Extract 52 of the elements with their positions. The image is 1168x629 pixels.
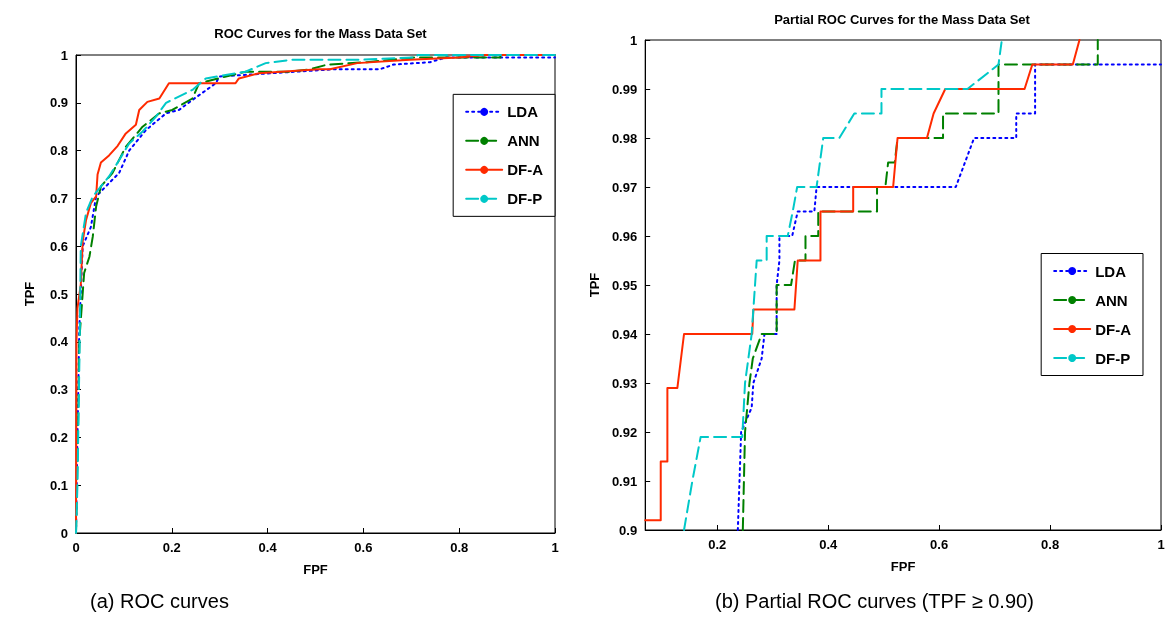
y-tick-label: 0.1: [49, 477, 68, 493]
y-tick-label: 0.95: [611, 277, 638, 293]
text: (b) Partial ROC curves (TPF ≥ 0.90): [715, 590, 1034, 612]
y-tick-label: 0.3: [49, 382, 68, 398]
y-tick-label: 0: [60, 525, 68, 541]
legend-label: DF-P: [507, 190, 543, 208]
y-tick-label: 0.93: [611, 375, 638, 391]
line-series: [644, 39, 1081, 522]
legend-label: DF-A: [1095, 320, 1132, 338]
line-series: [683, 39, 1003, 531]
y-tick-label: 0.96: [611, 228, 638, 244]
x-tick-label: 1: [551, 540, 559, 555]
legend-label: LDA: [1095, 262, 1127, 280]
y-tick-label: 0.6: [49, 238, 68, 254]
x-tick-label: 0.8: [450, 540, 469, 555]
text: (a) ROC curves: [90, 590, 229, 612]
chart-title: Partial ROC Curves for the Mass Data Set: [774, 12, 1031, 27]
y-tick-label: 0.4: [49, 334, 69, 350]
x-tick-label: 0.8: [1041, 537, 1060, 552]
y-tick-label: 0.98: [611, 130, 638, 146]
chart-title: ROC Curves for the Mass Data Set: [214, 26, 428, 41]
y-tick-label: 0.2: [49, 429, 68, 445]
x-axis-title: FPF: [303, 562, 328, 577]
x-tick-label: 0.2: [708, 537, 727, 552]
x-tick-label: 0.6: [930, 537, 949, 552]
y-tick-label: 0.91: [611, 473, 638, 489]
legend-label: DF-A: [507, 161, 544, 179]
x-tick-label: 0.4: [819, 537, 839, 552]
legend-label: ANN: [1095, 291, 1128, 309]
legend-label: LDA: [507, 103, 539, 121]
y-tick-label: 1: [629, 32, 638, 48]
y-tick-label: 1: [60, 47, 68, 63]
y-tick-label: 0.9: [49, 95, 68, 111]
x-tick-label: 1: [1157, 537, 1165, 552]
y-tick-label: 0.7: [49, 190, 68, 206]
y-tick-label: 0.92: [611, 424, 638, 440]
y-tick-label: 0.5: [49, 286, 68, 302]
line-series: [736, 63, 1162, 531]
y-tick-label: 0.9: [619, 522, 638, 538]
y-tick-label: 0.94: [611, 326, 638, 342]
y-tick-label: 0.99: [611, 81, 638, 97]
x-tick-label: 0.6: [354, 540, 373, 555]
y-tick-label: 0.97: [611, 179, 638, 195]
x-tick-label: 0.4: [258, 540, 278, 555]
y-axis-title: TPF: [22, 281, 37, 307]
x-axis-title: FPF: [890, 559, 916, 574]
legend-label: ANN: [507, 132, 540, 150]
legend-label: DF-P: [1095, 349, 1131, 367]
y-axis-title: TPF: [587, 272, 602, 298]
x-tick-label: 0: [72, 540, 80, 555]
y-tick-label: 0.8: [49, 143, 68, 159]
x-tick-label: 0.2: [162, 540, 181, 555]
